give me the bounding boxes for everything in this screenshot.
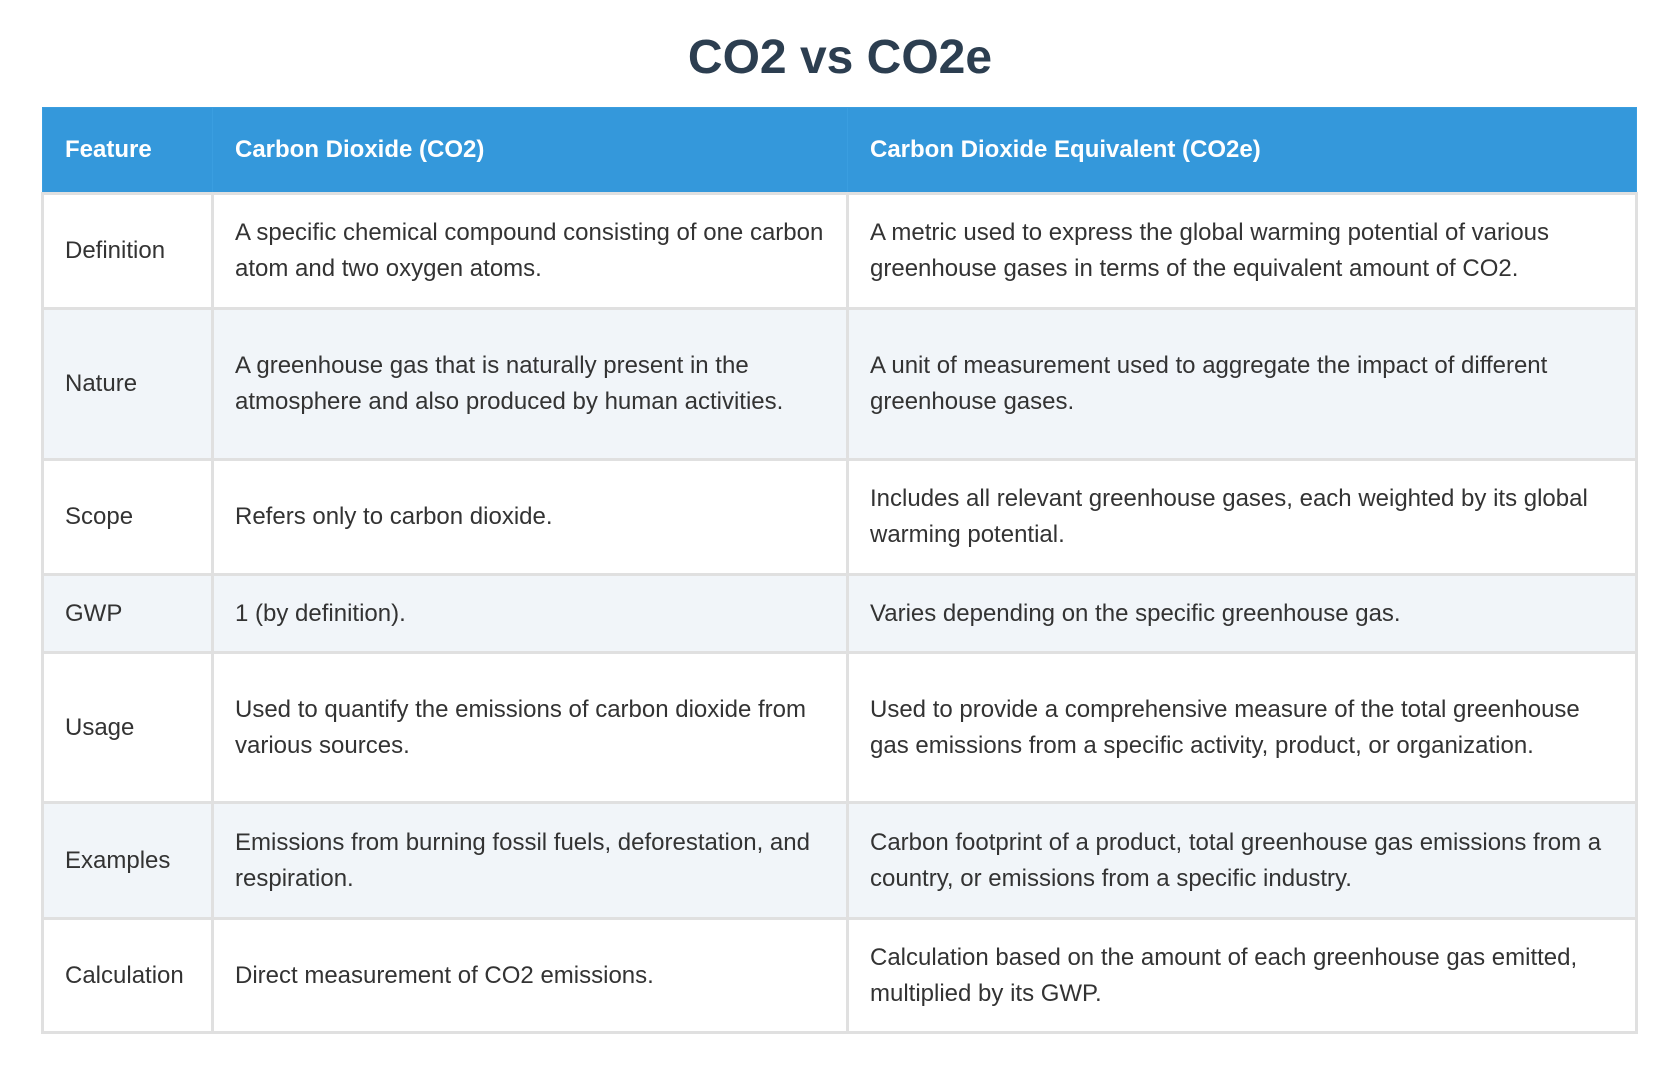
feature-cell: Nature: [41, 307, 214, 461]
comparison-table: Feature Carbon Dioxide (CO2) Carbon Diox…: [41, 107, 1638, 1034]
feature-cell: Usage: [41, 651, 214, 804]
feature-cell: Scope: [41, 458, 214, 576]
co2-cell: Emissions from burning fossil fuels, def…: [211, 801, 849, 920]
table-row: GWP 1 (by definition). Varies depending …: [41, 573, 1638, 654]
table-row: Calculation Direct measurement of CO2 em…: [41, 917, 1638, 1034]
co2-cell: 1 (by definition).: [211, 573, 849, 654]
co2-cell: Used to quantify the emissions of carbon…: [211, 651, 849, 804]
page-title: CO2 vs CO2e: [687, 31, 993, 84]
column-header-co2e: Carbon Dioxide Equivalent (CO2e): [847, 107, 1637, 194]
co2e-cell: Calculation based on the amount of each …: [846, 917, 1638, 1034]
feature-cell: Definition: [41, 192, 214, 310]
header-row: Feature Carbon Dioxide (CO2) Carbon Diox…: [42, 107, 1637, 194]
co2e-cell: Varies depending on the specific greenho…: [846, 573, 1638, 654]
column-header-co2: Carbon Dioxide (CO2): [212, 107, 848, 194]
column-header-feature: Feature: [42, 107, 213, 194]
co2e-cell: Includes all relevant greenhouse gases, …: [846, 458, 1638, 576]
feature-cell: Calculation: [41, 917, 214, 1034]
table-row: Examples Emissions from burning fossil f…: [41, 801, 1638, 920]
co2-cell: A specific chemical compound consisting …: [211, 192, 849, 310]
table-row: Scope Refers only to carbon dioxide. Inc…: [41, 458, 1638, 576]
co2e-cell: A metric used to express the global warm…: [846, 192, 1638, 310]
co2-cell: A greenhouse gas that is naturally prese…: [211, 307, 849, 461]
co2e-cell: Used to provide a comprehensive measure …: [846, 651, 1638, 804]
co2e-cell: Carbon footprint of a product, total gre…: [846, 801, 1638, 920]
co2e-cell: A unit of measurement used to aggregate …: [846, 307, 1638, 461]
co2-cell: Direct measurement of CO2 emissions.: [211, 917, 849, 1034]
table-row: Nature A greenhouse gas that is naturall…: [41, 307, 1638, 461]
table-row: Definition A specific chemical compound …: [41, 192, 1638, 310]
feature-cell: Examples: [41, 801, 214, 920]
co2-cell: Refers only to carbon dioxide.: [211, 458, 849, 576]
table-row: Usage Used to quantify the emissions of …: [41, 651, 1638, 804]
feature-cell: GWP: [41, 573, 214, 654]
